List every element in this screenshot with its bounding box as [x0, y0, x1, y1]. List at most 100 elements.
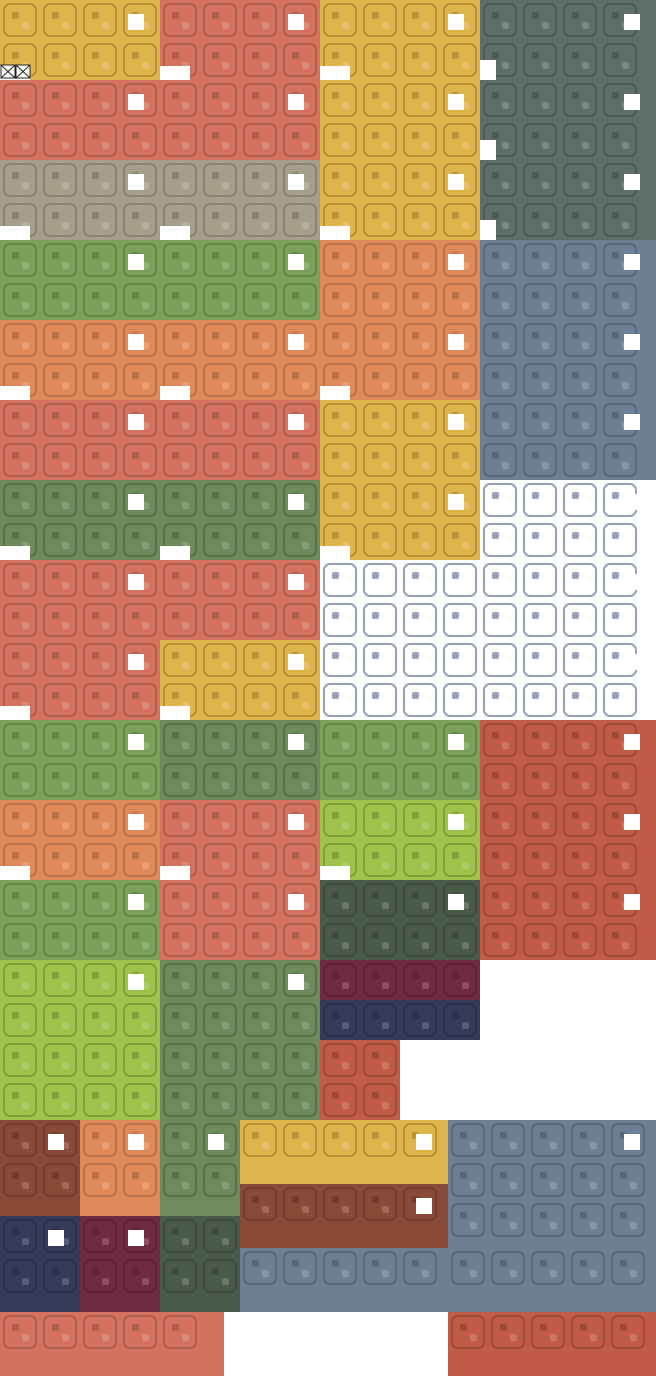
tile-marker	[128, 414, 144, 430]
tile-block-r2-c3[interactable]	[480, 160, 656, 240]
tile-block-plum-small[interactable]	[400, 960, 480, 1000]
tile-marker	[128, 334, 144, 350]
tile-block-r5-c1[interactable]	[160, 400, 320, 480]
tile-marker	[288, 94, 304, 110]
tile-block-r1-c3[interactable]	[480, 80, 656, 160]
tile-marker	[288, 334, 304, 350]
tile-block-r9-c2[interactable]	[320, 720, 480, 800]
tile-block-r5-c3[interactable]	[480, 400, 656, 480]
tile-block-r2-c1[interactable]	[160, 160, 320, 240]
tile-marker	[448, 94, 464, 110]
tile-marker	[128, 894, 144, 910]
tile-marker	[624, 894, 640, 910]
tile-block-r7-c0[interactable]	[0, 560, 160, 640]
tile-marker	[128, 494, 144, 510]
tile-block-r5-c2[interactable]	[320, 400, 480, 480]
tile-marker	[624, 414, 640, 430]
tile-marker	[128, 974, 144, 990]
tile-block-r1-c0[interactable]	[0, 80, 160, 160]
tile-block-r9-c0[interactable]	[0, 720, 160, 800]
tile-marker	[288, 414, 304, 430]
tile-marker	[288, 974, 304, 990]
tile-marker	[416, 1134, 432, 1150]
tile-block-r5-c0[interactable]	[0, 400, 160, 480]
tile-block-r10-c2[interactable]	[320, 800, 480, 880]
tile-marker	[288, 174, 304, 190]
tile-block-r3-c2[interactable]	[320, 240, 480, 320]
tile-marker	[288, 654, 304, 670]
tile-block-weave-green[interactable]	[160, 1120, 240, 1216]
tile-marker	[288, 574, 304, 590]
tile-marker	[128, 14, 144, 30]
tile-block-r0-c2[interactable]	[320, 0, 480, 80]
tile-block-weave-orange[interactable]	[80, 1120, 160, 1216]
tile-block-r11-c1[interactable]	[160, 880, 320, 960]
tile-block-r11-c0[interactable]	[0, 880, 160, 960]
tile-block-r11-c3[interactable]	[480, 880, 656, 960]
tile-block-r8-c2[interactable]	[320, 640, 480, 720]
tile-marker	[448, 334, 464, 350]
tile-block-r0-c3[interactable]	[480, 0, 656, 80]
tile-block-r3-c0[interactable]	[0, 240, 160, 320]
tile-block-slate-tiles[interactable]	[448, 1120, 656, 1248]
tile-block-sand-floor[interactable]	[240, 1120, 448, 1184]
tile-block-mossy-cobble[interactable]	[448, 1248, 656, 1312]
tile-block-red-cobble[interactable]	[448, 1312, 656, 1376]
tile-marker	[128, 1230, 144, 1246]
tile-marker	[48, 1230, 64, 1246]
tile-marker	[448, 814, 464, 830]
tile-marker	[416, 1198, 432, 1214]
tile-marker	[128, 574, 144, 590]
tile-block-r3-c1[interactable]	[160, 240, 320, 320]
tile-marker	[624, 174, 640, 190]
tile-block-r9-c3[interactable]	[480, 720, 656, 800]
tile-block-r10-c3[interactable]	[480, 800, 656, 880]
tile-marker	[624, 654, 640, 670]
tile-block-r7-c3[interactable]	[480, 560, 656, 640]
tile-marker	[288, 14, 304, 30]
tile-marker	[448, 14, 464, 30]
tile-block-r3-c3[interactable]	[480, 240, 656, 320]
tile-block-moss-mesh[interactable]	[160, 1216, 240, 1312]
tile-marker	[288, 254, 304, 270]
tile-block-r1-c2[interactable]	[320, 80, 480, 160]
tile-marker	[624, 254, 640, 270]
tile-block-moss-large[interactable]	[160, 960, 320, 1120]
tile-marker	[448, 174, 464, 190]
tile-marker	[288, 814, 304, 830]
tile-markers	[0, 14, 656, 1376]
tile-marker	[288, 494, 304, 510]
tile-block-r8-c3[interactable]	[480, 640, 656, 720]
tile-marker	[448, 494, 464, 510]
tile-marker	[288, 734, 304, 750]
tile-block-plum-mesh[interactable]	[80, 1216, 160, 1312]
tile-marker	[624, 1134, 640, 1150]
tile-marker	[448, 254, 464, 270]
tile-block-brick-floor[interactable]	[320, 1040, 400, 1120]
tile-marker	[288, 894, 304, 910]
tile-block-r11-c2[interactable]	[320, 880, 480, 960]
tile-block-r7-c1[interactable]	[160, 560, 320, 640]
tile-block-brown-weave[interactable]	[0, 1120, 80, 1216]
tile-marker	[624, 334, 640, 350]
tile-marker	[208, 1134, 224, 1150]
tile-marker	[128, 734, 144, 750]
tile-block-r1-c1[interactable]	[160, 80, 320, 160]
tile-marker	[624, 494, 640, 510]
tile-block-r6-c3[interactable]	[480, 480, 656, 560]
tile-block-r9-c1[interactable]	[160, 720, 320, 800]
tile-block-r7-c2[interactable]	[320, 560, 480, 640]
tile-block-wood-floor[interactable]	[240, 1184, 448, 1248]
tile-block-brick-wall[interactable]	[0, 1312, 224, 1376]
tile-marker	[128, 814, 144, 830]
tile-block-cobble-floor[interactable]	[240, 1248, 448, 1312]
tile-block-navy-small[interactable]	[400, 1000, 480, 1040]
tile-block-navy-mesh[interactable]	[0, 1216, 80, 1312]
tile-block-navy[interactable]	[320, 1000, 400, 1040]
tile-marker	[48, 1134, 64, 1150]
tile-marker	[624, 734, 640, 750]
tile-marker	[128, 1134, 144, 1150]
tile-block-r4-c3[interactable]	[480, 320, 656, 400]
